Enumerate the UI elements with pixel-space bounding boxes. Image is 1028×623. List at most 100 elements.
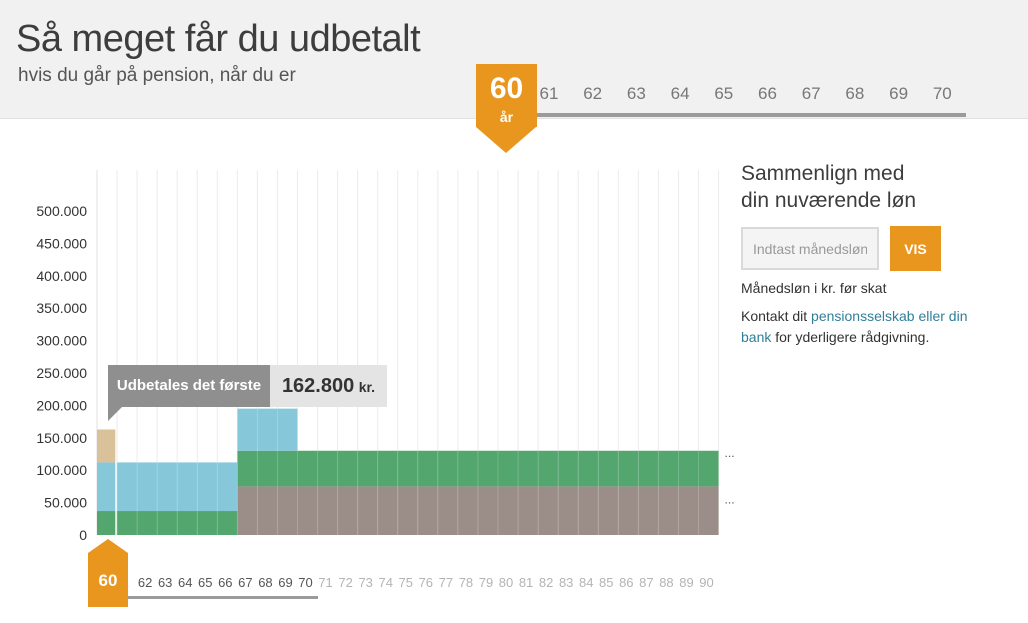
monthly-salary-input[interactable] [741,227,879,270]
age-tab-67[interactable]: 67 [801,84,821,103]
bar-segment [518,486,539,535]
x-tick-label: 72 [338,575,352,590]
bar-segment [177,462,198,512]
x-tick-label: 70 [298,575,312,590]
x-tick-label: 75 [399,575,413,590]
page-title: Så meget får du udbetalt [16,18,421,60]
bar-segment [538,450,559,487]
bar-segment [377,486,398,535]
bar-segment [217,511,238,535]
x-tick-label: 76 [419,575,433,590]
bar-segment [357,450,378,487]
bar-segment [678,450,699,487]
pension-chart: 0 50.000 100.000 150.000 200.000 250.000 300.0… [36,170,735,590]
continuation-mark: ... [725,493,735,507]
bar-segment [638,486,659,535]
x-tick-label: 66 [218,575,232,590]
bar-segment [357,486,378,535]
age-tab-selected[interactable]: 60 år [476,64,537,127]
bar-segment [277,486,298,535]
bar-segment [417,450,438,487]
y-tick-label: 100.000 [36,462,87,478]
bar-segment [598,450,619,487]
age-tab-70[interactable]: 70 [932,84,952,103]
contact-text-pre: Kontakt dit [741,308,812,324]
vis-button[interactable]: VIS [890,226,941,271]
bar-segment [477,450,498,487]
age-tab-62[interactable]: 62 [583,84,603,103]
bar-segment [137,511,158,535]
bar-segment [97,462,118,512]
bar-segment [678,486,699,535]
bar-segment [578,450,599,487]
bar-segment [518,450,539,487]
age-tab-68[interactable]: 68 [845,84,865,103]
x-tick-label: 88 [659,575,673,590]
x-selected-pointer [88,539,128,553]
bar-segment [317,486,338,535]
bar-segment [277,450,298,487]
x-tick-label: 90 [699,575,713,590]
continuation-mark: ... [725,446,735,460]
x-tick-label: 87 [639,575,653,590]
age-tab-61[interactable]: 61 [539,84,559,103]
bar-segment [257,450,278,487]
bar-segment [157,511,178,535]
bar-segment [117,511,138,535]
age-tab-65[interactable]: 65 [714,84,734,103]
bar-segment [117,462,138,512]
bar-segment [457,486,478,535]
x-tick-label: 74 [378,575,392,590]
x-tick-label: 69 [278,575,292,590]
age-tab-63[interactable]: 63 [626,84,646,103]
x-tick-label: 63 [158,575,172,590]
x-tick-label: 86 [619,575,633,590]
age-selector-track [476,113,966,117]
tooltip-unit: kr. [358,379,376,395]
pension-company-link[interactable]: pensionsselskab eller din bank [741,308,968,345]
bar-segment [137,462,158,512]
x-axis-selected-age[interactable]: 60 [88,553,128,607]
x-tick-label: 79 [479,575,493,590]
tooltip-pointer [108,407,122,421]
bar-segment [97,511,118,535]
selected-age-unit: år [499,109,514,125]
age-tab-69[interactable]: 69 [889,84,909,103]
y-tick-label: 50.000 [44,495,87,511]
compare-title: Sammenlign med din nuværende løn [741,160,1001,214]
bar-segment [598,486,619,535]
bar-segment [297,486,318,535]
bar-segment [337,450,358,487]
bar-segment [658,450,679,487]
page-header: Så meget får du udbetalt hvis du går på … [0,0,1028,153]
bar-segment [237,450,258,487]
age-tab-64[interactable]: 64 [670,84,690,103]
tooltip-value-box: 162.800 kr. [270,365,387,407]
y-tick-label: 200.000 [36,397,87,413]
age-tab-66[interactable]: 66 [758,84,777,103]
bar-segment [457,450,478,487]
bar-segment [97,429,118,463]
y-tick-label: 150.000 [36,430,87,446]
y-tick-label: 350.000 [36,300,87,316]
bar-segment [698,486,719,535]
bar-segment [558,486,579,535]
bar-segment [157,462,178,512]
x-tick-label: 80 [499,575,513,590]
compare-title-line2: din nuværende løn [741,189,917,212]
bar-segment [538,486,559,535]
x-tick-label: 65 [198,575,212,590]
bar-segment [658,486,679,535]
bar-segment [618,486,639,535]
bar-segment [578,486,599,535]
bar-segment [437,486,458,535]
bar-segment [257,408,278,451]
bar-segment [377,450,398,487]
y-tick-label: 500.000 [36,203,87,219]
salary-hint: Månedsløn i kr. før skat [741,280,887,296]
x-tick-label: 89 [679,575,693,590]
bar-segment [417,486,438,535]
x-tick-label: 85 [599,575,613,590]
bar-segment [498,486,519,535]
bar-segment [397,450,418,487]
